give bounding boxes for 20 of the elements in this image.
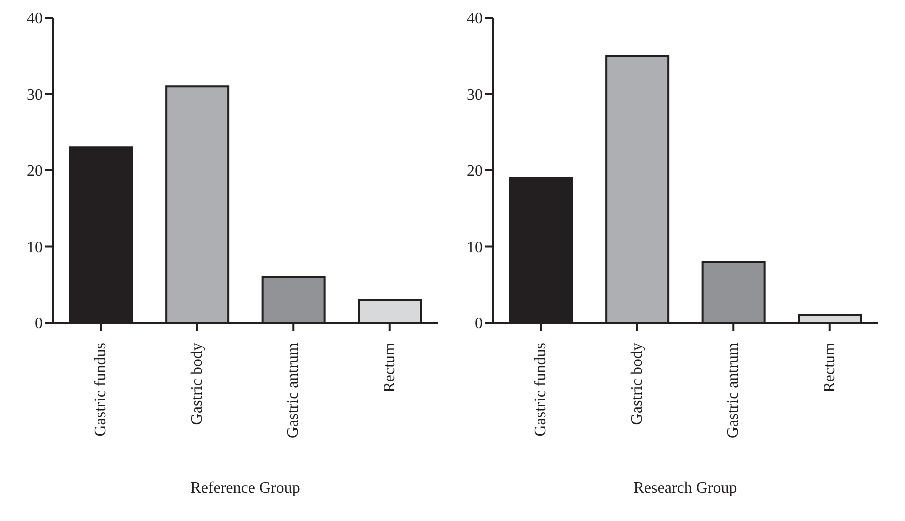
x-axis-title: Reference Group [190,480,300,497]
y-tick-label: 30 [27,86,43,104]
y-tick-label: 30 [467,86,483,104]
y-tick-label: 40 [467,10,483,28]
y-tick-label: 0 [35,316,43,333]
x-tick-label: Gastric body [188,343,206,426]
x-tick-label: Gastric fundus [92,343,110,437]
x-tick-label: Gastric body [628,343,646,426]
x-tick-label: Gastric antrum [285,342,302,439]
x-tick-label: Gastric antrum [725,342,742,439]
y-tick-label: 10 [27,239,43,256]
y-tick-label: 20 [467,163,483,180]
x-tick-label: Rectum [821,342,838,393]
x-tick-label: Rectum [381,342,398,393]
y-tick-label: 40 [27,10,43,28]
y-tick-label: 20 [27,163,43,180]
x-tick-label: Gastric fundus [532,343,550,437]
y-tick-label: 10 [467,239,483,256]
y-tick-label: 0 [475,316,483,333]
x-axis-title: Research Group [634,480,738,497]
